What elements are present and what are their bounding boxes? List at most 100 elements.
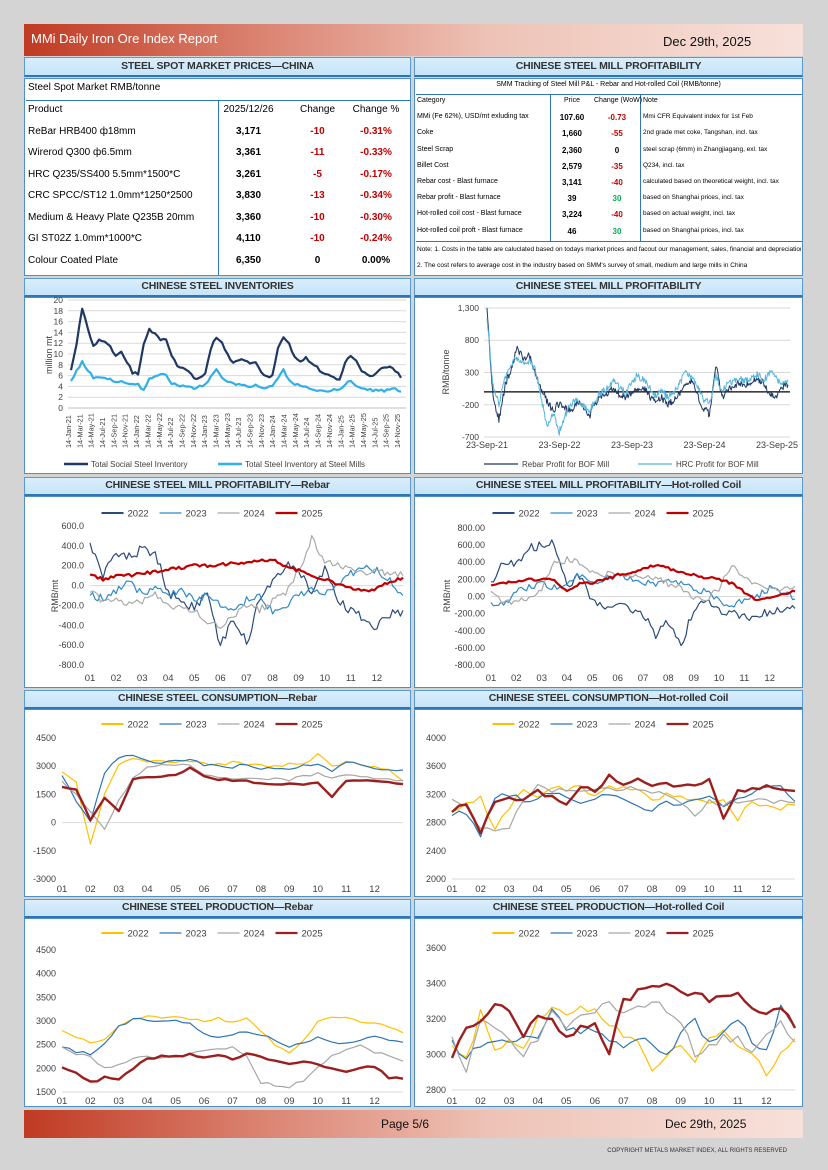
svg-text:3400: 3400 xyxy=(426,979,446,989)
svg-text:2022: 2022 xyxy=(519,720,540,731)
svg-text:3500: 3500 xyxy=(36,992,56,1002)
svg-text:07: 07 xyxy=(638,673,649,684)
svg-text:03: 03 xyxy=(137,673,148,684)
svg-text:2025: 2025 xyxy=(302,929,323,940)
svg-text:03: 03 xyxy=(504,1096,515,1107)
svg-text:1,300: 1,300 xyxy=(458,303,480,313)
svg-text:14: 14 xyxy=(54,327,64,337)
svg-text:4500: 4500 xyxy=(36,945,56,955)
svg-text:0: 0 xyxy=(58,403,63,413)
svg-text:12: 12 xyxy=(761,884,772,895)
svg-text:14-May-25: 14-May-25 xyxy=(359,413,368,448)
svg-text:23-Sep-24: 23-Sep-24 xyxy=(683,440,725,450)
svg-text:01: 01 xyxy=(447,884,458,895)
svg-text:11: 11 xyxy=(739,673,749,684)
svg-text:09: 09 xyxy=(284,884,295,895)
svg-text:03: 03 xyxy=(504,884,515,895)
svg-text:08: 08 xyxy=(267,673,278,684)
svg-text:400.0: 400.0 xyxy=(61,541,84,551)
svg-text:10: 10 xyxy=(704,1096,715,1107)
svg-text:10: 10 xyxy=(54,349,64,359)
svg-text:10: 10 xyxy=(704,884,715,895)
svg-text:09: 09 xyxy=(675,884,686,895)
svg-text:02: 02 xyxy=(85,884,96,895)
svg-text:10: 10 xyxy=(313,1096,324,1107)
svg-text:2023: 2023 xyxy=(186,929,207,940)
svg-text:18: 18 xyxy=(54,306,64,316)
svg-text:-600.0: -600.0 xyxy=(58,640,84,650)
svg-text:02: 02 xyxy=(475,1096,486,1107)
svg-text:11: 11 xyxy=(341,884,351,895)
svg-text:04: 04 xyxy=(142,1096,153,1107)
svg-text:14-Jul-21: 14-Jul-21 xyxy=(98,418,107,448)
svg-text:03: 03 xyxy=(536,673,547,684)
svg-text:-600.00: -600.00 xyxy=(454,643,485,653)
svg-text:-700: -700 xyxy=(462,432,479,442)
svg-text:8: 8 xyxy=(58,360,63,370)
svg-text:14-Jan-24: 14-Jan-24 xyxy=(268,415,277,448)
svg-text:09: 09 xyxy=(675,1096,686,1107)
svg-text:14-Jan-21: 14-Jan-21 xyxy=(64,415,73,448)
svg-text:14-Nov-22: 14-Nov-22 xyxy=(189,414,198,448)
svg-text:2025: 2025 xyxy=(693,720,714,731)
svg-text:2800: 2800 xyxy=(426,1085,446,1095)
svg-text:02: 02 xyxy=(475,884,486,895)
svg-text:2: 2 xyxy=(58,392,63,402)
svg-text:2800: 2800 xyxy=(426,818,446,828)
svg-text:02: 02 xyxy=(511,673,522,684)
svg-text:05: 05 xyxy=(561,1096,572,1107)
svg-text:05: 05 xyxy=(170,1096,181,1107)
svg-text:02: 02 xyxy=(85,1096,96,1107)
svg-text:14-Nov-21: 14-Nov-21 xyxy=(121,414,130,448)
svg-text:08: 08 xyxy=(647,884,658,895)
svg-text:14-May-22: 14-May-22 xyxy=(155,413,164,448)
svg-text:2023: 2023 xyxy=(186,509,207,520)
svg-text:3600: 3600 xyxy=(426,943,446,953)
svg-text:02: 02 xyxy=(111,673,122,684)
svg-text:12: 12 xyxy=(761,1096,772,1107)
svg-text:RMB/mt: RMB/mt xyxy=(442,579,452,612)
svg-text:2500: 2500 xyxy=(36,1040,56,1050)
svg-text:14-Mar-24: 14-Mar-24 xyxy=(280,414,289,448)
svg-text:01: 01 xyxy=(57,1096,68,1107)
svg-text:06: 06 xyxy=(590,1096,601,1107)
svg-text:4500: 4500 xyxy=(36,733,56,743)
svg-text:14-Sep-21: 14-Sep-21 xyxy=(109,414,118,448)
svg-text:-200.00: -200.00 xyxy=(454,609,485,619)
svg-text:04: 04 xyxy=(163,673,174,684)
svg-text:14-Mar-21: 14-Mar-21 xyxy=(75,414,84,448)
svg-text:2025: 2025 xyxy=(693,509,714,520)
svg-text:2024: 2024 xyxy=(244,720,265,731)
svg-text:300: 300 xyxy=(465,368,479,378)
svg-text:23-Sep-21: 23-Sep-21 xyxy=(466,440,508,450)
svg-text:2024: 2024 xyxy=(244,929,265,940)
svg-text:4: 4 xyxy=(58,381,63,391)
svg-text:RMB/tonne: RMB/tonne xyxy=(441,349,451,394)
svg-text:3600: 3600 xyxy=(426,761,446,771)
svg-text:01: 01 xyxy=(486,673,497,684)
svg-text:09: 09 xyxy=(284,1096,295,1107)
svg-text:11: 11 xyxy=(733,884,743,895)
svg-text:23-Sep-22: 23-Sep-22 xyxy=(538,440,580,450)
svg-text:14-Jan-25: 14-Jan-25 xyxy=(336,415,345,448)
svg-text:08: 08 xyxy=(256,1096,267,1107)
svg-text:10: 10 xyxy=(714,673,725,684)
svg-text:06: 06 xyxy=(199,1096,210,1107)
svg-text:06: 06 xyxy=(215,673,226,684)
svg-text:Total Social Steel Inventory: Total Social Steel Inventory xyxy=(91,460,188,469)
svg-text:3000: 3000 xyxy=(426,1050,446,1060)
svg-text:2022: 2022 xyxy=(128,509,149,520)
svg-text:14-Mar-22: 14-Mar-22 xyxy=(143,414,152,448)
svg-text:04: 04 xyxy=(142,884,153,895)
svg-text:14-Sep-23: 14-Sep-23 xyxy=(246,414,255,448)
svg-text:2025: 2025 xyxy=(302,720,323,731)
svg-text:14-Jan-22: 14-Jan-22 xyxy=(132,415,141,448)
svg-text:07: 07 xyxy=(227,1096,238,1107)
svg-text:01: 01 xyxy=(57,884,68,895)
svg-text:01: 01 xyxy=(447,1096,458,1107)
svg-text:20: 20 xyxy=(54,295,64,305)
svg-text:05: 05 xyxy=(587,673,598,684)
svg-text:08: 08 xyxy=(663,673,674,684)
svg-text:2024: 2024 xyxy=(244,509,265,520)
svg-text:2023: 2023 xyxy=(577,929,598,940)
